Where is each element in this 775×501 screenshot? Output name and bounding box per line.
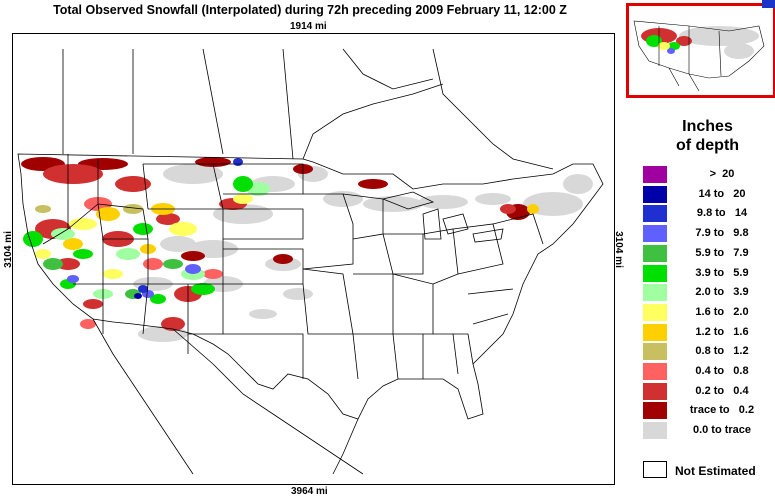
legend-swatch [643,166,667,183]
snow-coverage [21,157,593,342]
legend-label: trace to 0.2 [689,404,755,417]
corner-marker [762,0,775,8]
inset-canvas [633,20,765,92]
map-title: Total Observed Snowfall (Interpolated) d… [53,3,567,17]
legend-item: 0.0 to trace [643,422,775,440]
legend-swatch [643,323,667,341]
legend-item: 2.0 to 3.9 [643,284,775,302]
legend-label: 2.0 to 3.9 [695,286,749,299]
legend-item: 5.9 to 7.9 [643,244,775,263]
legend-item: 1.2 to 1.6 [643,323,775,342]
legend-swatch [643,303,667,321]
legend-item: 9.8 to 14 [643,205,775,223]
legend-swatch [643,382,667,400]
legend-swatch [643,185,667,203]
legend-swatch [643,402,667,420]
legend-label: 0.2 to 0.4 [695,384,749,397]
legend-item: 0.4 to 0.8 [643,363,775,381]
legend-label: 3.9 to 5.9 [695,266,749,279]
legend-swatch [643,422,667,440]
legend-title: Inches of depth [640,117,775,155]
legend-item: 1.6 to 2.0 [643,303,775,322]
boundaries [17,48,604,475]
legend-title-line2: of depth [675,137,740,154]
legend-label: 7.9 to 9.8 [695,227,749,240]
bottom-width-label: 3964 mi [291,486,328,497]
top-width-label: 1914 mi [290,21,327,32]
legend-label: 0.4 to 0.8 [695,365,749,377]
legend-label: 14 to 20 [698,187,746,200]
legend-label: 5.9 to 7.9 [695,246,749,259]
legend-swatch [643,363,667,380]
map-canvas [17,48,604,475]
legend-item: 7.9 to 9.8 [643,225,775,243]
legend-label: > 20 [709,168,735,180]
overview-inset-map [626,3,775,98]
legend-label: 9.8 to 14 [696,207,748,220]
legend-item: 0.8 to 1.2 [643,343,775,361]
not-estimated-label: Not Estimated [675,464,756,478]
legend-item: 14 to 20 [643,185,775,204]
legend-item: trace to 0.2 [643,402,775,420]
legend-item: 0.2 to 0.4 [643,382,775,401]
legend-item: 3.9 to 5.9 [643,264,775,283]
legend-label: 1.2 to 1.6 [695,325,749,338]
snowfall-map [12,33,615,485]
legend-label: 1.6 to 2.0 [695,305,749,318]
not-estimated-swatch [643,461,667,478]
legend-swatch [643,343,667,361]
legend-swatch [643,264,667,282]
legend-swatch [643,225,667,243]
legend-label: 0.8 to 1.2 [695,345,749,358]
legend-title-line1: Inches [682,118,733,135]
legend-swatch [643,244,667,262]
legend-label: 0.0 to trace [692,424,752,437]
legend-swatch [643,284,667,302]
legend-swatch [643,205,667,223]
legend-item: > 20 [643,166,775,184]
